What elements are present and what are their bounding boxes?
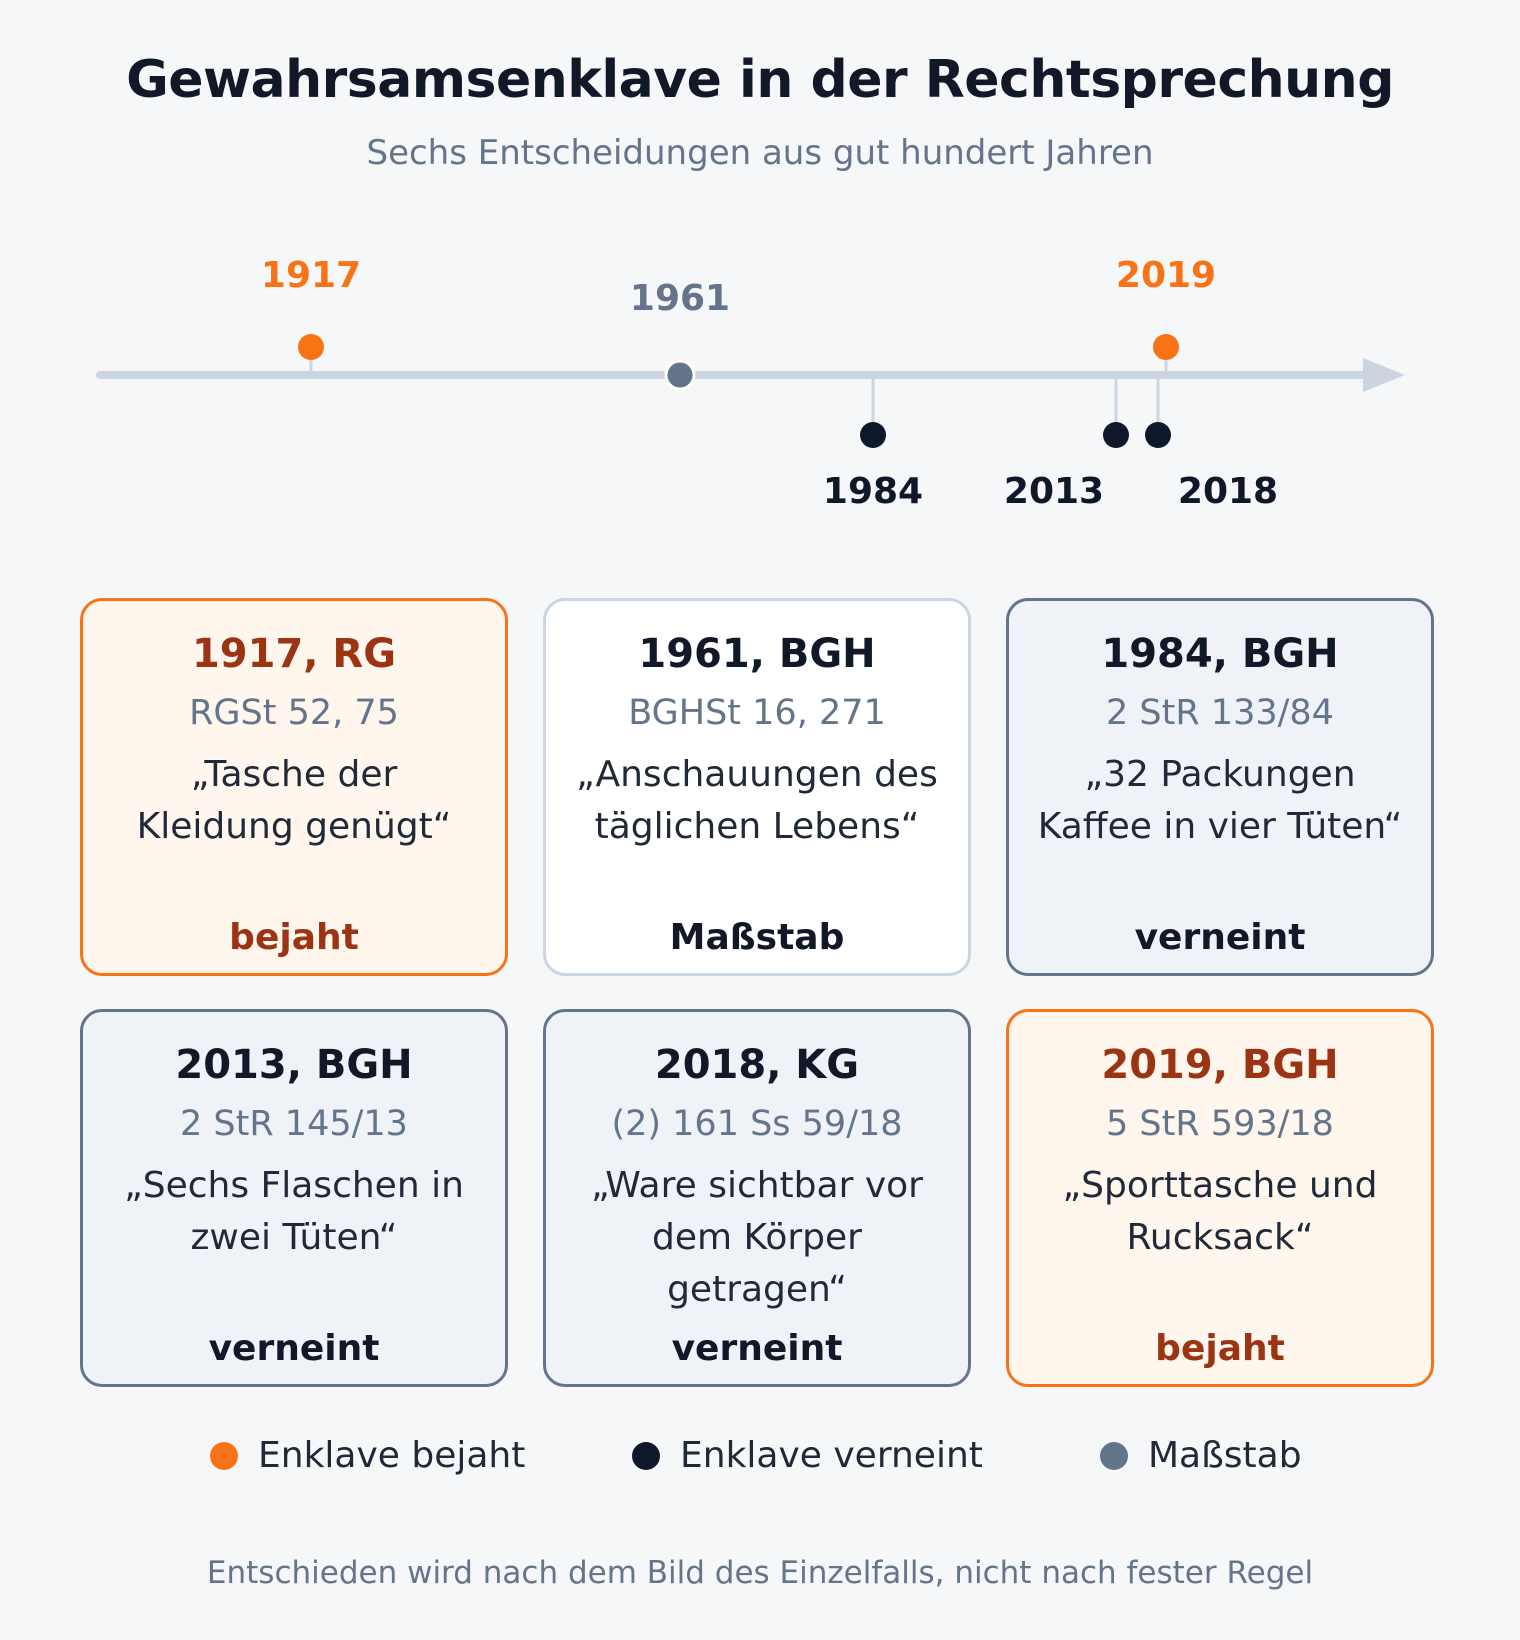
legend-dot-massstab [1100,1441,1128,1470]
case-card: 1984, BGH 2 StR 133/84 „32 Packungen Kaffe… [1006,598,1434,976]
legend-item-massstab: Maßstab [1100,1435,1302,1476]
case-reference: 2 StR 133/84 [1106,693,1334,733]
case-reference: 2 StR 145/13 [180,1104,408,1144]
case-verdict: Maßstab [669,917,845,958]
timeline-year-label: 2018 [1178,471,1278,512]
timeline-dot-1917 [298,334,324,360]
page-title: Gewahrsamsenklave in der Rechtsprechung [126,50,1394,110]
case-card: 2013, BGH 2 StR 145/13 „Sechs Flaschen in … [80,1009,508,1387]
case-title: 1917, RG [191,631,397,677]
case-title: 1984, BGH [1101,631,1339,677]
case-reference: (2) 161 Ss 59/18 [611,1104,903,1144]
timeline-dot-1961 [664,359,696,391]
footer-note: Entschieden wird nach dem Bild des Einze… [206,1555,1314,1591]
timeline-dot-2018 [1145,422,1171,448]
case-verdict: bejaht [1155,1328,1285,1369]
legend-label: Enklave verneint [680,1435,983,1476]
legend-label: Enklave bejaht [258,1435,526,1476]
case-card: 1961, BGH BGHSt 16, 271 „Anschauungen des … [543,598,971,976]
timeline-dot-1984 [860,422,886,448]
case-verdict: bejaht [229,917,359,958]
timeline-dot-2019 [1153,334,1179,360]
case-verdict: verneint [671,1328,843,1369]
case-reference: RGSt 52, 75 [189,693,399,733]
case-quote: „Sporttasche und Rucksack“ [1062,1165,1378,1258]
timeline-year-label: 2019 [1116,255,1216,296]
case-reference: 5 StR 593/18 [1106,1104,1334,1144]
case-verdict: verneint [208,1328,380,1369]
timeline-year-label: 1961 [630,278,730,319]
timeline: 1917 1961 1984 2013 2018 2019 [96,255,1405,512]
legend-dot-bejaht [210,1441,238,1470]
case-title: 2013, BGH [175,1042,413,1088]
legend-item-verneint: Enklave verneint [632,1435,983,1476]
legend-item-bejaht: Enklave bejaht [210,1435,525,1476]
timeline-year-label: 1984 [823,471,923,512]
timeline-arrowhead [1363,358,1405,392]
timeline-dot-2013 [1103,422,1129,448]
case-card: 1917, RG RGSt 52, 75 „Tasche der Kleidung … [80,598,508,976]
case-quote: „Tasche der Kleidung genügt“ [136,754,452,847]
page-subtitle: Sechs Entscheidungen aus gut hundert Jah… [366,133,1154,173]
timeline-year-label: 2013 [1004,471,1104,512]
case-quote: „Sechs Flaschen in zwei Tüten“ [124,1165,464,1258]
case-title: 2018, KG [654,1042,860,1088]
case-title: 1961, BGH [638,631,876,677]
timeline-year-label: 1917 [261,255,361,296]
case-verdict: verneint [1134,917,1306,958]
case-quote: „Anschauungen des täglichen Lebens“ [576,754,938,847]
case-quote: „Ware sichtbar vor dem Körper getragen“ [591,1165,923,1310]
case-card: 2018, KG (2) 161 Ss 59/18 „Ware sichtbar v… [543,1009,971,1387]
legend-label: Maßstab [1148,1435,1302,1476]
case-reference: BGHSt 16, 271 [628,693,886,733]
case-card: 2019, BGH 5 StR 593/18 „Sporttasche und Ru… [1006,1009,1434,1387]
case-quote: „32 Packungen Kaffee in vier Tüten“ [1037,754,1403,847]
case-title: 2019, BGH [1101,1042,1339,1088]
legend-dot-verneint [632,1441,660,1470]
legend: Enklave bejaht Enklave verneint Maßstab [0,1435,1520,1485]
